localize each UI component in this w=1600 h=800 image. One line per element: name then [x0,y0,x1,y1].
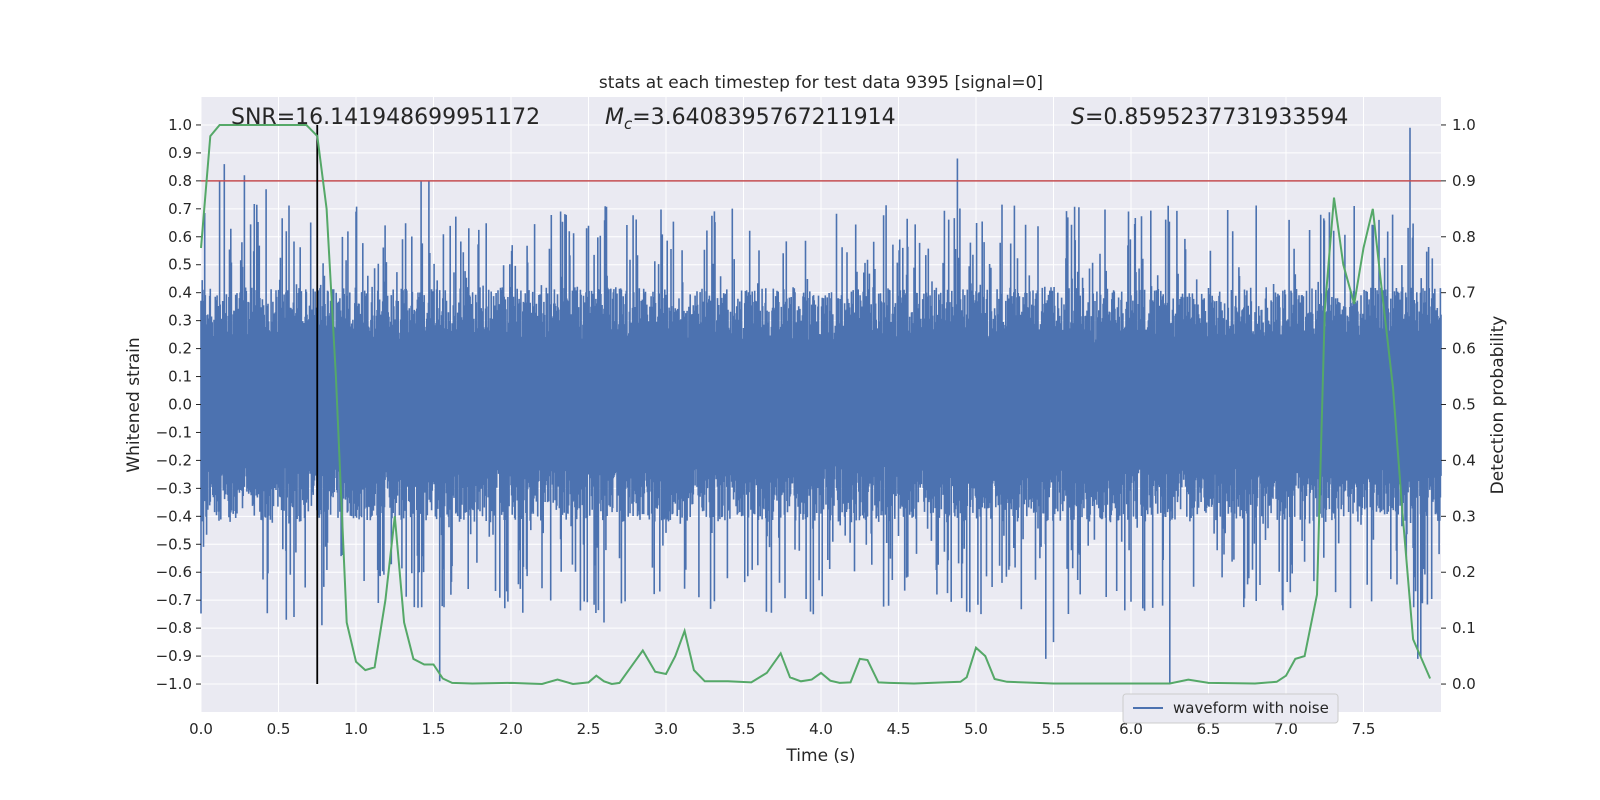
waveform-series [200,127,1442,684]
y-tick-label: 0.0 [168,396,192,414]
y2-tick-label: 0.8 [1452,228,1476,246]
waveform-line [200,127,1442,684]
y-tick-label: −0.6 [156,563,192,581]
x-tick-label: 7.5 [1352,720,1376,738]
y2-tick-label: 0.6 [1452,340,1476,358]
y-tick-label: −0.8 [156,619,192,637]
y-tick-label: −0.1 [156,423,192,441]
x-tick-label: 4.0 [809,720,833,738]
y2-tick-label: 0.7 [1452,284,1476,302]
x-tick-label: 1.5 [422,720,446,738]
y-tick-label: 0.4 [168,284,192,302]
y-tick-label: −0.9 [156,647,192,665]
y-tick-label: −0.5 [156,535,192,553]
y-tick-label: 0.1 [168,368,192,386]
y-tick-label: −0.7 [156,591,192,609]
snr-annotation: SNR=16.141948699951172 [231,105,540,130]
y2-tick-label: 0.2 [1452,563,1476,581]
x-tick-label: 2.5 [577,720,601,738]
y-tick-label: −1.0 [156,675,192,693]
ticks: 0.0 0.5 1.0 1.5 2.0 2.5 3.0 3.5 4.0 4.5 5.0 5.5 6.0 6… [156,116,1476,738]
x-tick-label: 3.5 [732,720,756,738]
mc-subscript: c [624,115,633,133]
y-tick-label: −0.2 [156,451,192,469]
y-tick-label: 0.9 [168,144,192,162]
detection-probability-line [200,124,1432,686]
x-axis-label: Time (s) [785,746,855,766]
x-tick-label: 6.0 [1119,720,1143,738]
s-value: =0.8595237731933594 [1085,105,1348,130]
y2-axis-label: Detection probability [1488,316,1508,495]
x-tick-label: 7.0 [1274,720,1298,738]
y-tick-label: 0.6 [168,228,192,246]
s-symbol: S [1071,105,1085,130]
y-axis-label: Whitened strain [124,337,144,472]
x-tick-label: 2.0 [499,720,523,738]
x-tick-label: 5.5 [1042,720,1066,738]
x-tick-label: 0.0 [189,720,213,738]
mc-symbol: M [605,105,624,130]
y2-tick-label: 0.3 [1452,507,1476,525]
mc-value: =3.6408395767211914 [632,105,895,130]
y2-tick-label: 0.0 [1452,675,1476,693]
x-tick-label: 6.5 [1197,720,1221,738]
y-tick-label: 0.8 [168,172,192,190]
legend-box [1122,693,1339,724]
s-annotation: S=0.8595237731933594 [1071,105,1348,130]
x-tick-label: 5.0 [964,720,988,738]
legend: waveform with noise [1122,693,1339,724]
y-tick-label: 0.5 [168,256,192,274]
y2-tick-label: 1.0 [1452,116,1476,134]
y-tick-label: 1.0 [168,116,192,134]
x-tick-label: 4.5 [887,720,911,738]
y-tick-label: −0.4 [156,507,192,525]
chart-title: stats at each timestep for test data 939… [599,73,1043,93]
x-tick-label: 3.0 [654,720,678,738]
y-tick-label: 0.7 [168,200,192,218]
y2-tick-label: 0.5 [1452,396,1476,414]
y2-tick-label: 0.4 [1452,451,1476,469]
y-tick-label: 0.2 [168,340,192,358]
overlays [200,124,1441,686]
legend-label: waveform with noise [1173,699,1329,717]
chirp-mass-annotation: Mc=3.6408395767211914 [605,105,896,133]
y2-tick-label: 0.1 [1452,619,1476,637]
y-tick-label: 0.3 [168,312,192,330]
x-tick-label: 0.5 [267,720,291,738]
y2-tick-label: 0.9 [1452,172,1476,190]
x-tick-label: 1.0 [344,720,368,738]
y-tick-label: −0.3 [156,479,192,497]
